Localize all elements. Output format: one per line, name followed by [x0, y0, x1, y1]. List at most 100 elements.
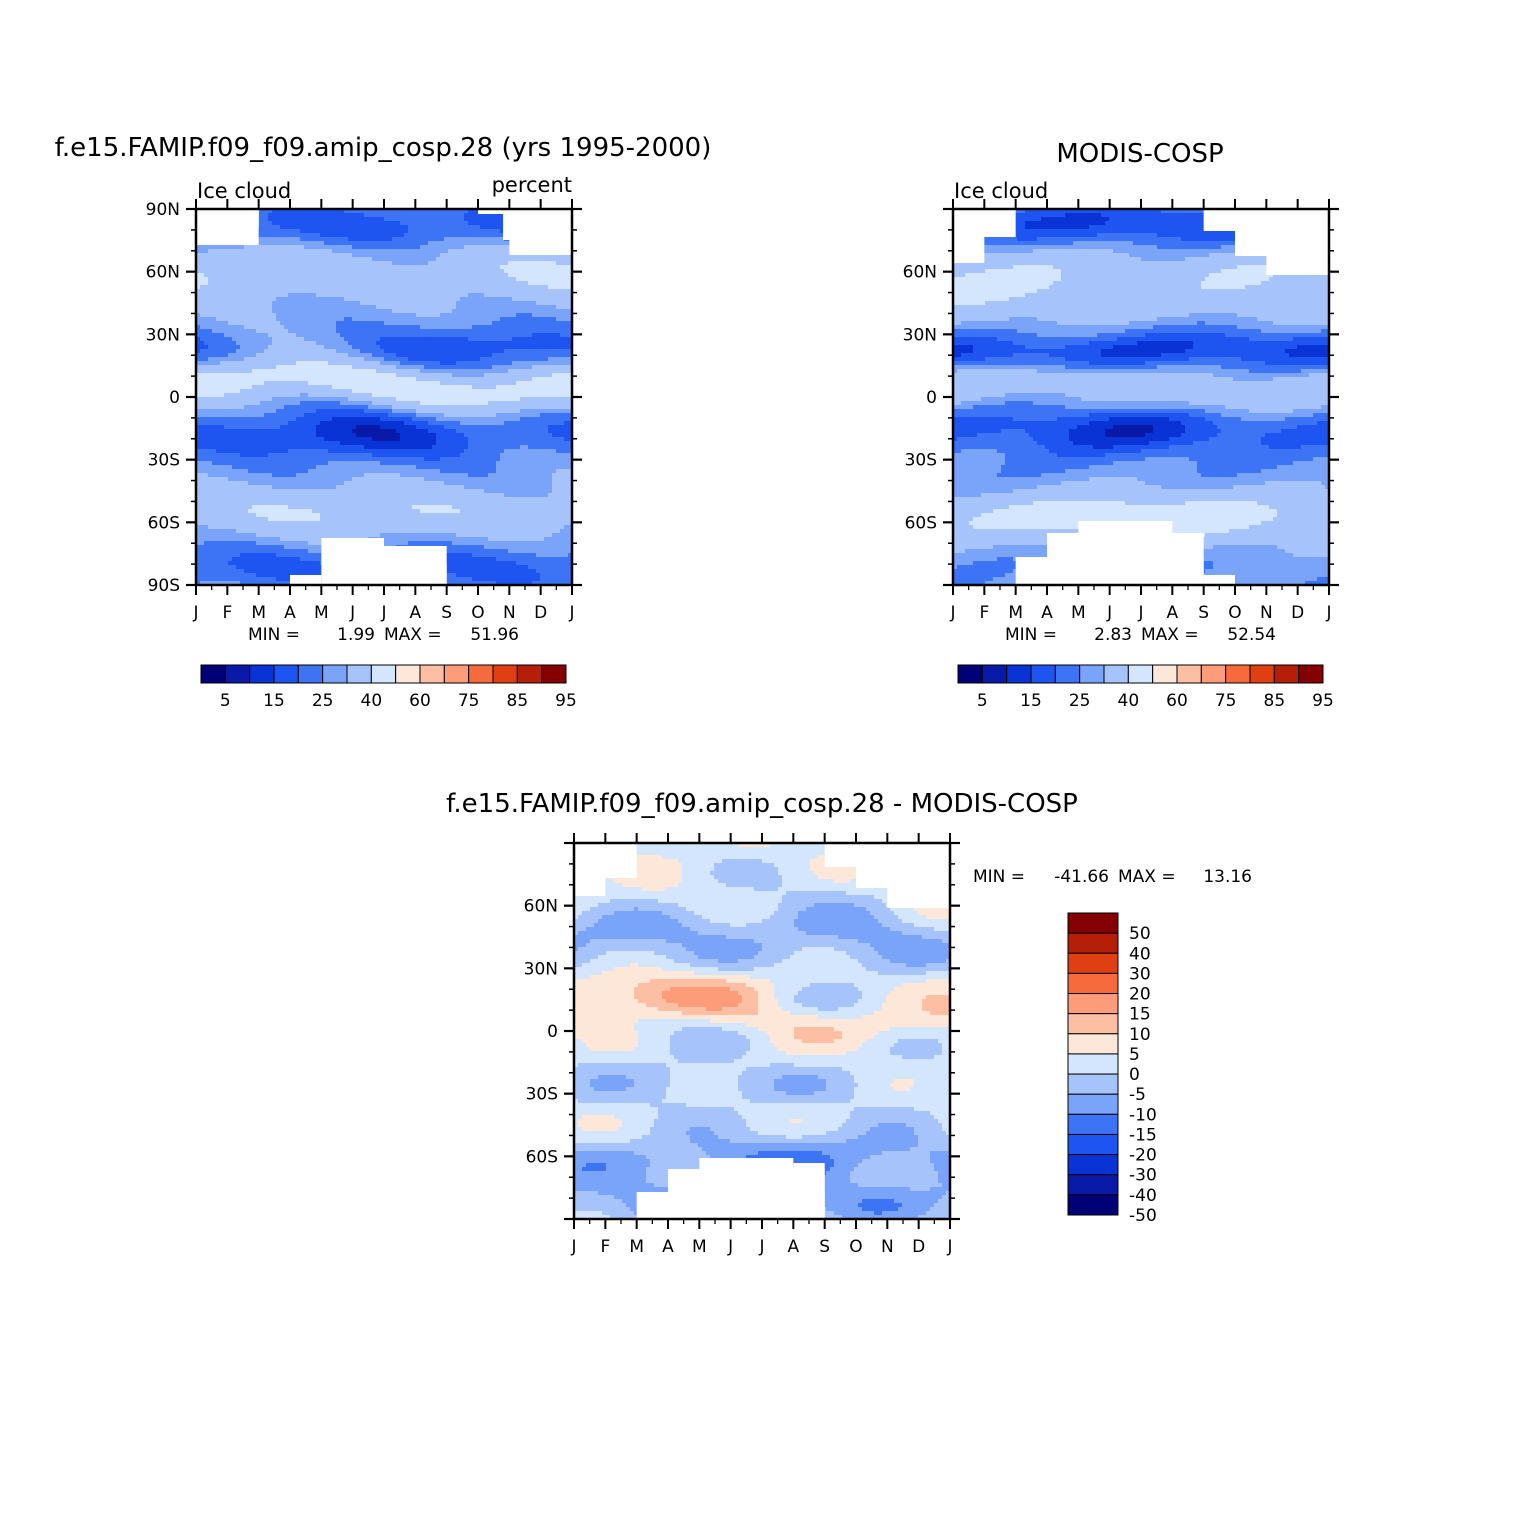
panel-model-cell [456, 377, 461, 382]
panel-model-cell [272, 229, 277, 234]
panel-model-cell [264, 265, 269, 270]
panel-model-cell [244, 313, 249, 318]
panel-model-cell [460, 413, 465, 418]
panel-model-cell [216, 265, 221, 270]
panel-model-cell [448, 253, 453, 258]
panel-model-cell [320, 217, 325, 222]
panel-model-cell [340, 373, 345, 378]
panel-model-cell [480, 221, 485, 226]
panel-model-cell [460, 297, 465, 302]
panel-model-cell [424, 389, 429, 394]
panel-model-cell [452, 321, 457, 326]
panel-model-cell [268, 301, 273, 306]
panel-model-cell [468, 329, 473, 334]
panel-model-cell [388, 225, 393, 230]
panel-model-cell [292, 397, 297, 402]
panel-model-cell [232, 421, 237, 426]
panel-model-cell [500, 333, 505, 338]
panel-model-cell [260, 217, 265, 222]
panel-model-cell [488, 241, 493, 246]
panel-model-cell [332, 405, 337, 410]
panel-model-cell [476, 341, 481, 346]
panel-model-cell [348, 381, 353, 386]
panel-model-cell [456, 285, 461, 290]
panel-model-cell [400, 349, 405, 354]
panel-model-cell [564, 389, 569, 394]
panel-model-cell [248, 309, 253, 314]
panel-model-cell [408, 357, 413, 362]
panel-model-cell [292, 325, 297, 330]
panel-model-cell [556, 321, 561, 326]
panel-model-cell [392, 329, 397, 334]
panel-model-cell [240, 273, 245, 278]
panel-model-cell [552, 385, 557, 390]
panel-model-cell [256, 385, 261, 390]
panel-model-cell [412, 393, 417, 398]
panel-model-cell [520, 333, 525, 338]
panel-model-cell [236, 305, 241, 310]
panel-model-cell [492, 373, 497, 378]
panel-model-cell [464, 349, 469, 354]
panel-model-cell [292, 365, 297, 370]
panel-model-cell [272, 361, 277, 366]
panel-model-cell [392, 277, 397, 282]
panel-model-cell [404, 273, 409, 278]
panel-model-cell [204, 417, 209, 422]
panel-model-cell [372, 337, 377, 342]
panel-model-cell [400, 409, 405, 414]
panel-model-cell [424, 293, 429, 298]
panel-model-cell [416, 361, 421, 366]
panel-model-cell [460, 369, 465, 374]
panel-model-cell [304, 401, 309, 406]
panel-model-cell [388, 209, 393, 214]
panel-model-cell [228, 249, 233, 254]
panel-model-cell [440, 273, 445, 278]
panel-model-cell [464, 329, 469, 334]
panel-model-cell [260, 409, 265, 414]
panel-model-cell [432, 233, 437, 238]
panel-model-cell [328, 393, 333, 398]
panel-model-cell [508, 317, 513, 322]
panel-model-cell [468, 369, 473, 374]
panel-model-cell [336, 269, 341, 274]
panel-model-cell [376, 309, 381, 314]
panel-model-cell [376, 357, 381, 362]
panel-model-cell [232, 353, 237, 358]
panel-model-cell [548, 345, 553, 350]
panel-model-cell [252, 281, 257, 286]
panel-model-cell [484, 337, 489, 342]
panel-model-cell [232, 381, 237, 386]
panel-model-cell [204, 249, 209, 254]
panel-model-cell [456, 341, 461, 346]
panel-model-cell [424, 209, 429, 214]
panel-model-cell [352, 325, 357, 330]
panel-model-cell [284, 317, 289, 322]
panel-model-cell [316, 369, 321, 374]
panel-model-cell [368, 209, 373, 214]
panel-model-cell [548, 377, 553, 382]
panel-model-cell [304, 241, 309, 246]
panel-model-cell [360, 297, 365, 302]
panel-model-cell [312, 341, 317, 346]
panel-model-cell [424, 269, 429, 274]
panel-model-cell [340, 301, 345, 306]
panel-model-cell [456, 281, 461, 286]
panel-model-cell [220, 289, 225, 294]
panel-model-cell [296, 385, 301, 390]
panel-model-cell [488, 297, 493, 302]
panel-model-cell [316, 393, 321, 398]
panel-model-cell [248, 313, 253, 318]
panel-model-cell [388, 269, 393, 274]
panel-model-cell [548, 305, 553, 310]
panel-model-cell [256, 365, 261, 370]
panel-model-cell [452, 317, 457, 322]
panel-model-cell [548, 289, 553, 294]
panel-model-cell [472, 301, 477, 306]
panel-model-cell [200, 265, 205, 270]
panel-model-cell [380, 389, 385, 394]
panel-model-cell [448, 321, 453, 326]
panel-model-cell [476, 253, 481, 258]
panel-model-cell [224, 309, 229, 314]
panel-model-cell [268, 369, 273, 374]
panel-model-cell [556, 337, 561, 342]
